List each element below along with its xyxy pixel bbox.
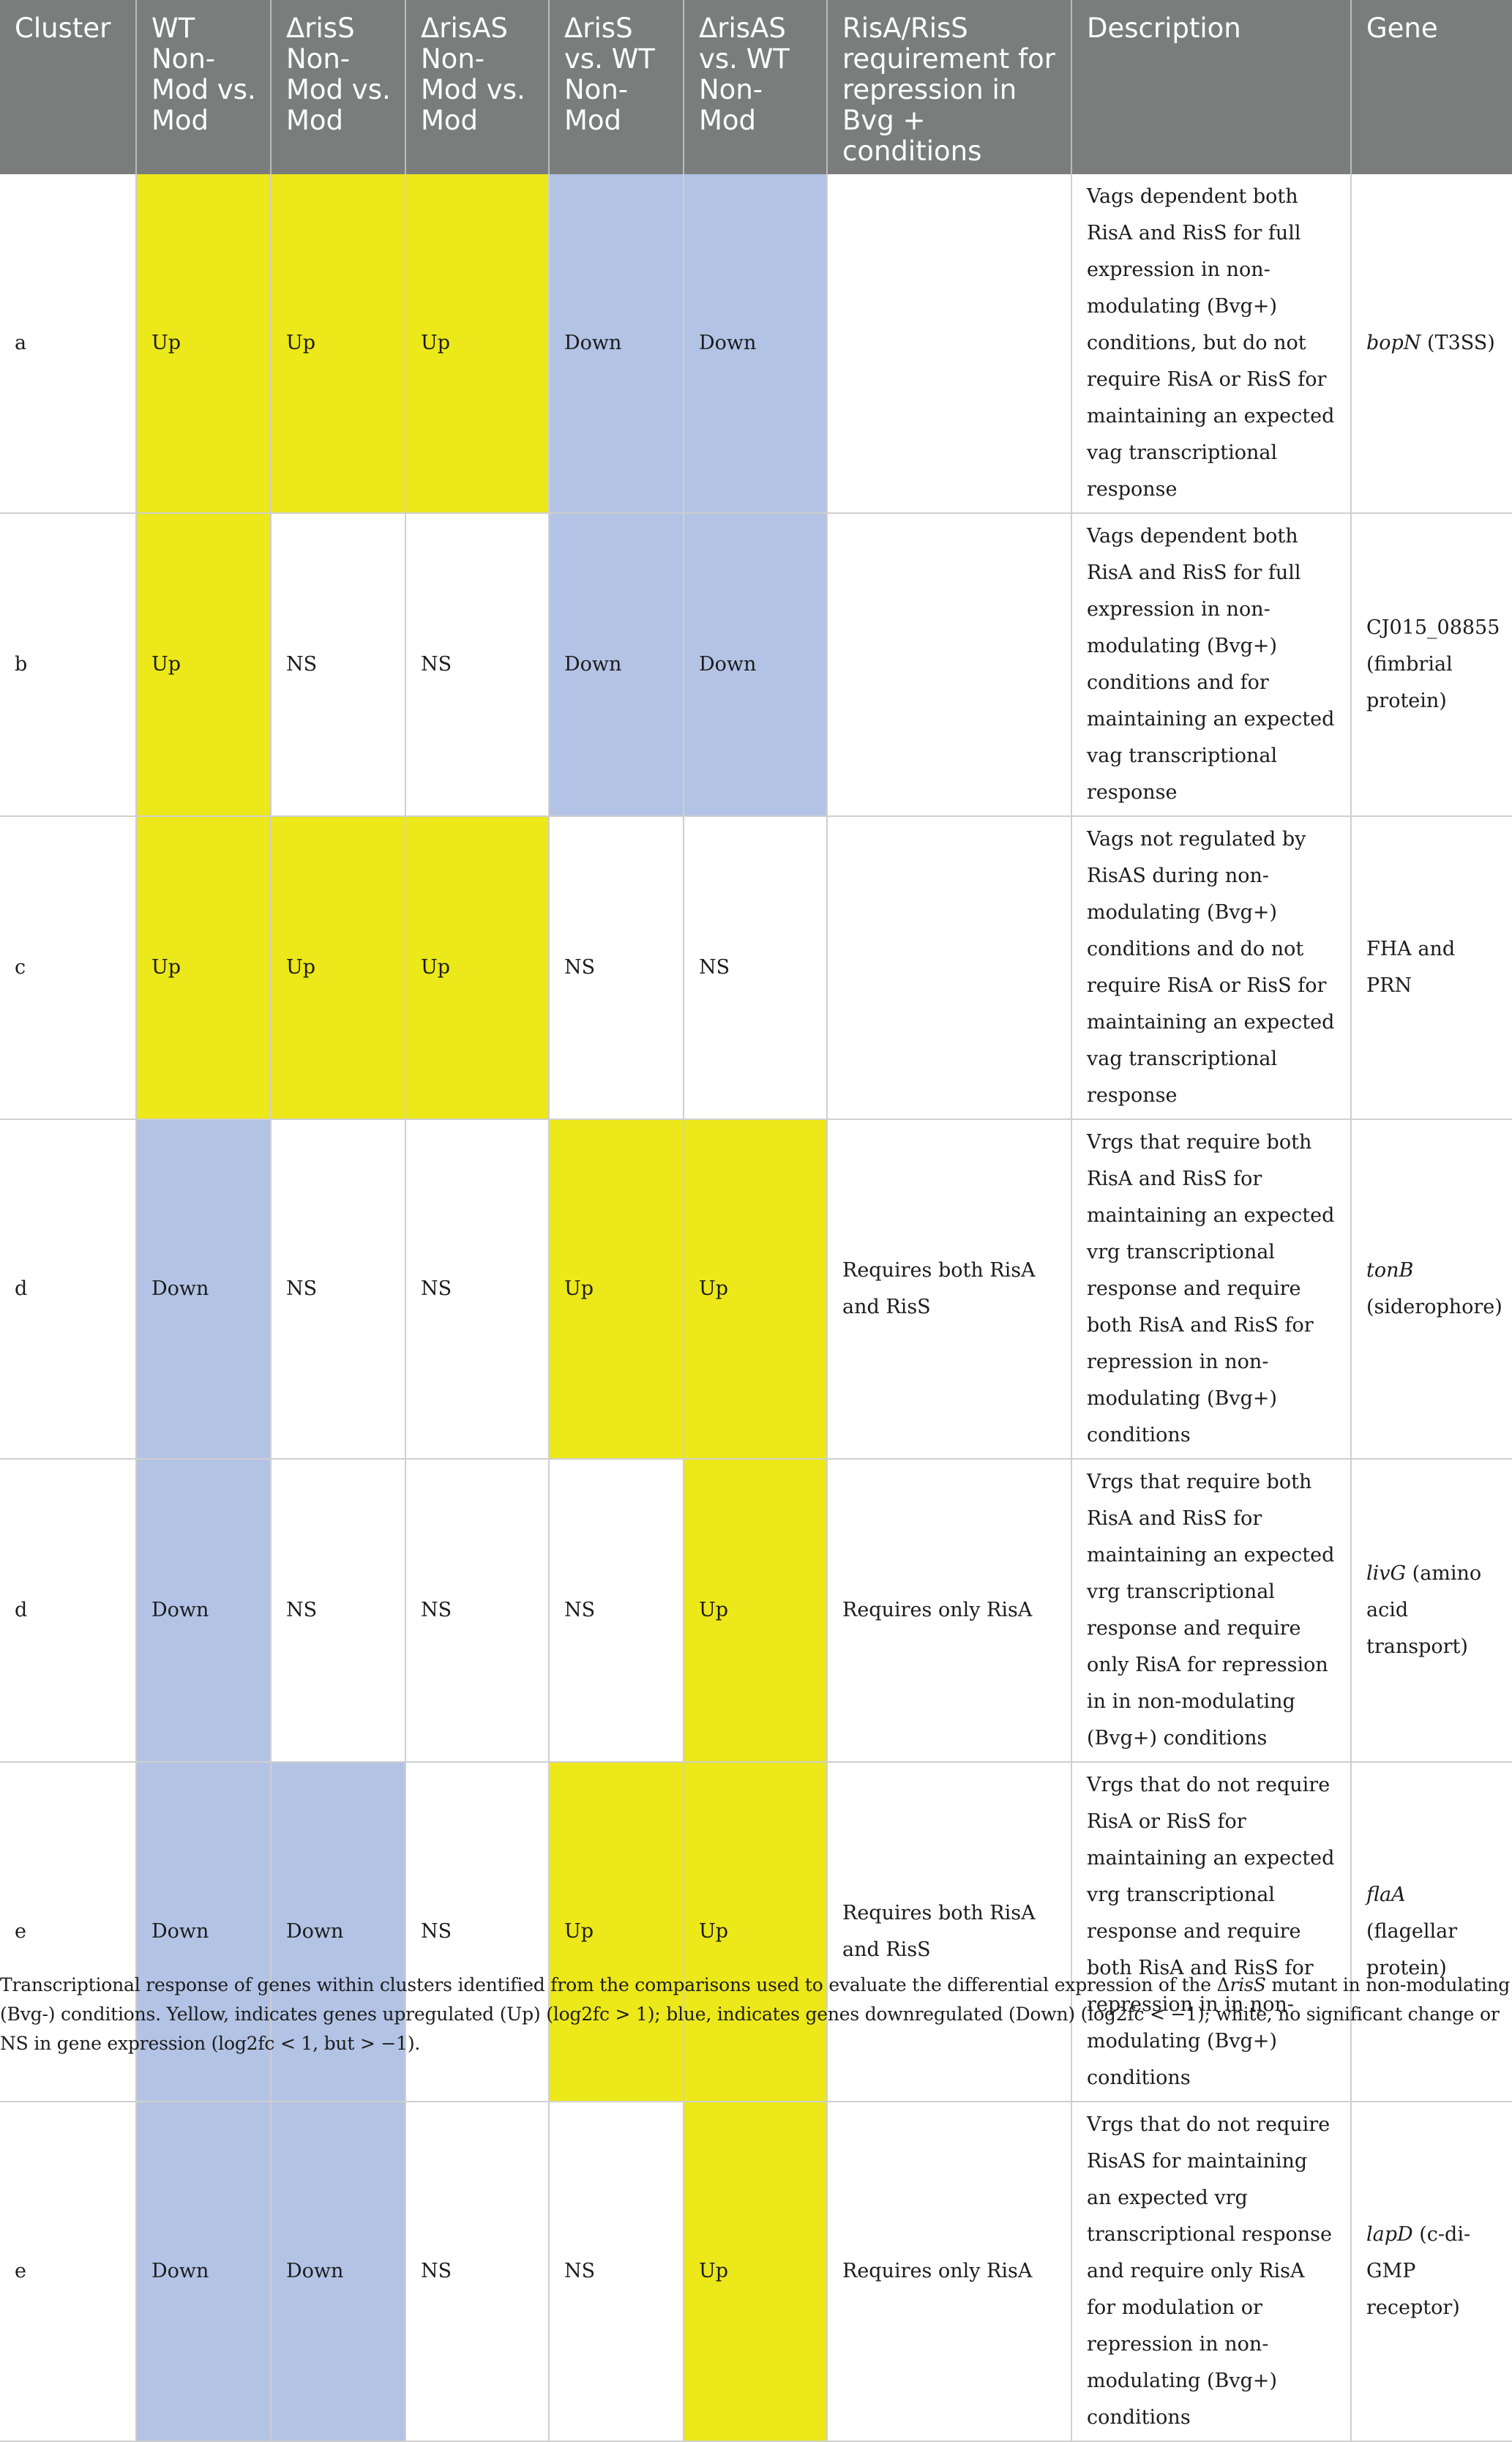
cell-cluster: c	[0, 816, 137, 1120]
cell-risas-vs-wt: Up	[684, 1119, 828, 1460]
cell-wt-nonmod-vs-mod: Down	[136, 2102, 272, 2442]
gene-name: livG	[1366, 1562, 1407, 1585]
cell-cluster: d	[0, 1119, 137, 1460]
gene-annotation: (siderophore)	[1366, 1296, 1502, 1318]
gene-annotation: (amino acid transport)	[1366, 1562, 1482, 1658]
cell-risas-nonmod-vs-mod: NS	[405, 513, 550, 817]
table-row: b Up NS NS Down Down Vags dependent both RisA …	[0, 513, 1512, 817]
cell-requirement: Requires only RisA	[827, 1459, 1072, 1763]
cell-gene: lapD (c-di-GMP receptor)	[1351, 2102, 1512, 2442]
header-description: Description	[1071, 0, 1352, 174]
cell-risas-vs-wt: NS	[684, 816, 828, 1120]
header-row: Cluster WT Non-Mod vs. Mod ΔrisS Non-Mod…	[0, 0, 1512, 174]
cell-riss-nonmod-vs-mod: NS	[271, 1459, 406, 1763]
gene-name: bopN	[1366, 332, 1421, 354]
header-requirement: RisA/RisS requirement for repression in …	[827, 0, 1072, 174]
cell-requirement: Requires both RisA and RisS	[827, 1119, 1072, 1460]
cell-riss-vs-wt: NS	[549, 816, 684, 1120]
cell-gene: bopN (T3SS)	[1351, 174, 1512, 514]
cell-requirement	[827, 513, 1072, 817]
cell-description: Vrgs that do not require RisAS for maint…	[1071, 2102, 1352, 2442]
header-risas-vs-wt: ΔrisAS vs. WT Non-Mod	[684, 0, 828, 174]
header-gene: Gene	[1351, 0, 1512, 174]
header-wt-nonmod-vs-mod: WT Non-Mod vs. Mod	[136, 0, 272, 174]
cell-wt-nonmod-vs-mod: Down	[136, 1459, 272, 1763]
gene-annotation: (T3SS)	[1421, 332, 1495, 354]
cell-risas-vs-wt: Up	[684, 1459, 828, 1763]
table-row: d Down NS NS Up Up Requires both RisA and RisS…	[0, 1119, 1512, 1460]
caption-text-1: Transcriptional response of genes within…	[0, 1974, 1230, 1995]
cell-wt-nonmod-vs-mod: Down	[136, 1119, 272, 1460]
cell-cluster: e	[0, 2102, 137, 2442]
cell-risas-vs-wt: Down	[684, 174, 828, 514]
cell-risas-vs-wt: Down	[684, 513, 828, 817]
cell-description: Vrgs that require both RisA and RisS for…	[1071, 1119, 1352, 1460]
gene-name: lapD	[1366, 2223, 1413, 2246]
cell-wt-nonmod-vs-mod: Up	[136, 513, 272, 817]
cell-cluster: d	[0, 1459, 137, 1763]
cell-cluster: b	[0, 513, 137, 817]
cell-wt-nonmod-vs-mod: Up	[136, 174, 272, 514]
table-row: c Up Up Up NS NS Vags not regulated by RisAS d…	[0, 816, 1512, 1120]
cell-description: Vags dependent both RisA and RisS for fu…	[1071, 513, 1352, 817]
cell-riss-nonmod-vs-mod: Up	[271, 816, 406, 1120]
cell-riss-vs-wt: Up	[549, 1119, 684, 1460]
cell-risas-vs-wt: Up	[684, 2102, 828, 2442]
cell-risas-nonmod-vs-mod: NS	[405, 1119, 550, 1460]
cell-risas-nonmod-vs-mod: NS	[405, 2102, 550, 2442]
cell-description: Vags not regulated by RisAS during non-m…	[1071, 816, 1352, 1120]
cell-riss-nonmod-vs-mod: NS	[271, 1119, 406, 1460]
cell-riss-vs-wt: NS	[549, 2102, 684, 2442]
table-row: a Up Up Up Down Down Vags dependent both RisA …	[0, 174, 1512, 514]
table-header: Cluster WT Non-Mod vs. Mod ΔrisS Non-Mod…	[0, 0, 1512, 174]
gene-name: tonB	[1366, 1259, 1414, 1282]
cell-risas-nonmod-vs-mod: Up	[405, 816, 550, 1120]
gene-name: flaA	[1366, 1883, 1406, 1906]
cell-risas-nonmod-vs-mod: NS	[405, 1459, 550, 1763]
cell-requirement	[827, 816, 1072, 1120]
gene-annotation: FHA and PRN	[1366, 938, 1456, 997]
cell-risas-nonmod-vs-mod: Up	[405, 174, 550, 514]
header-cluster: Cluster	[0, 0, 137, 174]
cell-gene: FHA and PRN	[1351, 816, 1512, 1120]
cell-description: Vags dependent both RisA and RisS for fu…	[1071, 174, 1352, 514]
header-risas-nonmod-vs-mod: ΔrisAS Non-Mod vs. Mod	[405, 0, 550, 174]
table-row: d Down NS NS NS Up Requires only RisA Vrgs that…	[0, 1459, 1512, 1763]
table-caption: Transcriptional response of genes within…	[0, 1971, 1512, 2058]
cell-cluster: a	[0, 174, 137, 514]
table-row: e Down Down NS NS Up Requires only RisA Vrgs th…	[0, 2102, 1512, 2442]
header-riss-vs-wt: ΔrisS vs. WT Non-Mod	[549, 0, 684, 174]
cell-riss-nonmod-vs-mod: NS	[271, 513, 406, 817]
cell-gene: livG (amino acid transport)	[1351, 1459, 1512, 1763]
cell-gene: tonB (siderophore)	[1351, 1119, 1512, 1460]
caption-italic: risS	[1230, 1974, 1266, 1995]
cell-riss-vs-wt: Down	[549, 174, 684, 514]
cell-requirement	[827, 174, 1072, 514]
cell-riss-vs-wt: Down	[549, 513, 684, 817]
cell-requirement: Requires only RisA	[827, 2102, 1072, 2442]
cell-riss-vs-wt: NS	[549, 1459, 684, 1763]
cell-riss-nonmod-vs-mod: Down	[271, 2102, 406, 2442]
header-riss-nonmod-vs-mod: ΔrisS Non-Mod vs. Mod	[271, 0, 406, 174]
table-body: a Up Up Up Down Down Vags dependent both RisA …	[0, 174, 1512, 2442]
cell-riss-nonmod-vs-mod: Up	[271, 174, 406, 514]
cell-gene: CJ015_08855 (fimbrial protein)	[1351, 513, 1512, 817]
cell-description: Vrgs that require both RisA and RisS for…	[1071, 1459, 1352, 1763]
gene-annotation: (flagellar protein)	[1366, 1920, 1458, 1979]
gene-annotation: CJ015_08855 (fimbrial protein)	[1366, 616, 1500, 712]
cell-wt-nonmod-vs-mod: Up	[136, 816, 272, 1120]
